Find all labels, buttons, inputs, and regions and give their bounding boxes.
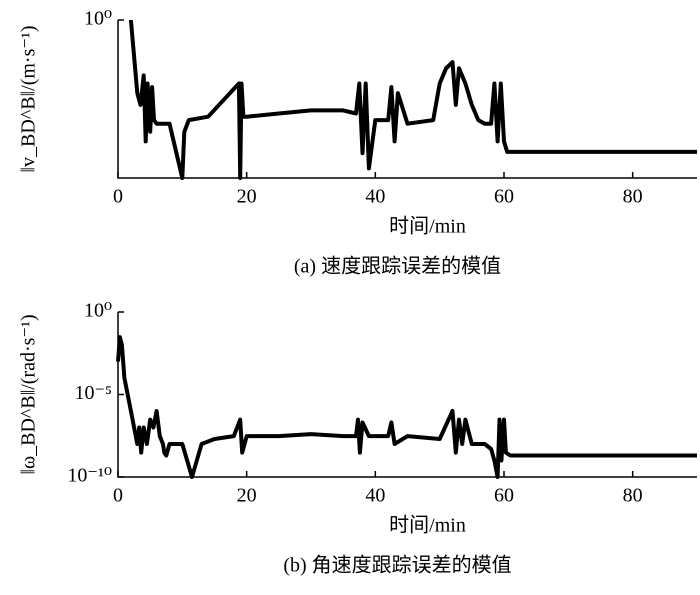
x-tick-label: 80 bbox=[623, 485, 643, 507]
x-tick-label: 80 bbox=[623, 186, 643, 208]
axes-frame bbox=[117, 312, 697, 478]
x-tick-label: 60 bbox=[494, 186, 514, 208]
caption: (a) 速度跟踪误差的模值 bbox=[294, 255, 501, 278]
data-line bbox=[128, 19, 697, 180]
x-tick-label: 0 bbox=[113, 485, 123, 507]
x-tick-label: 0 bbox=[113, 186, 123, 208]
y-axis-label: ‖ω_BD^B‖/(rad·s⁻¹) bbox=[18, 314, 40, 474]
x-tick-label: 20 bbox=[237, 186, 257, 208]
y-tick-label: 10⁻⁵ bbox=[74, 382, 112, 404]
x-axis-label: 时间/min bbox=[389, 514, 466, 537]
axes-frame bbox=[117, 20, 697, 179]
data-line bbox=[116, 335, 697, 479]
x-axis-label: 时间/min bbox=[389, 215, 466, 238]
caption: (b) 角速度跟踪误差的模值 bbox=[283, 554, 511, 577]
x-tick-label: 60 bbox=[494, 485, 514, 507]
y-axis-label: ‖v_BD^B‖/(m·s⁻¹) bbox=[18, 25, 40, 172]
x-tick-label: 40 bbox=[365, 186, 385, 208]
y-tick-label: 10⁰ bbox=[84, 300, 112, 322]
x-tick-label: 40 bbox=[365, 485, 385, 507]
x-tick-label: 20 bbox=[237, 485, 257, 507]
y-tick-label: 10⁰ bbox=[84, 8, 112, 30]
y-tick-label: 10⁻¹⁰ bbox=[67, 465, 112, 487]
